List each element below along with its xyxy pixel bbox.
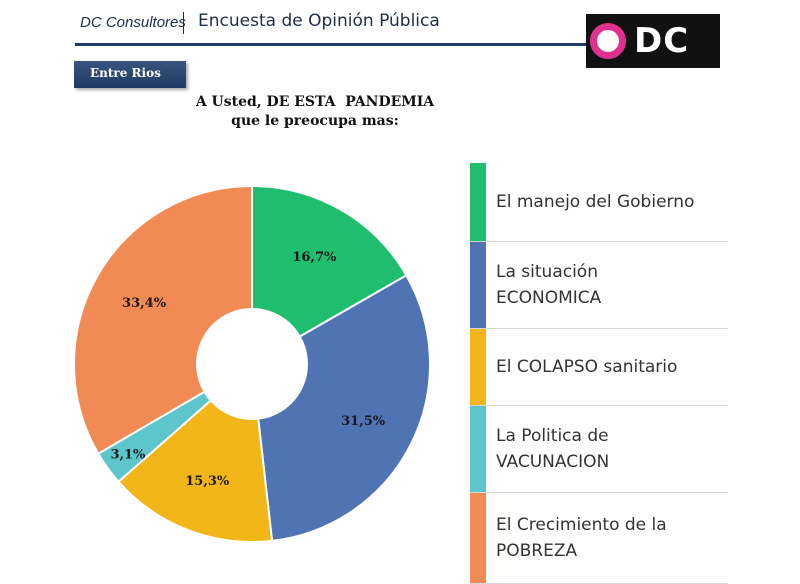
odc-logo: DC: [586, 14, 720, 68]
legend-label: La Politica de VACUNACION: [486, 423, 609, 475]
legend-swatch: [470, 329, 486, 405]
slice-data-label: 16,7%: [292, 250, 337, 265]
legend-label-line: La situación: [496, 262, 598, 282]
legend-label-line: El COLAPSO sanitario: [496, 357, 678, 377]
slice-data-label: 31,5%: [341, 414, 386, 429]
region-tab: Entre Rios: [74, 61, 186, 88]
slice-data-label: 15,3%: [185, 474, 230, 489]
slice-data-label: 33,4%: [122, 296, 167, 311]
slice-data-label: 3,1%: [110, 448, 146, 463]
legend-item: La Politica de VACUNACION: [470, 406, 728, 493]
legend-label-line: La Politica de: [496, 426, 609, 446]
header-rule: [75, 43, 595, 46]
legend-item: La situación ECONOMICA: [470, 242, 728, 329]
question-line-2: que le preocupa mas:: [231, 113, 399, 129]
legend-label-line: El manejo del Gobierno: [496, 192, 695, 212]
donut-slice: [257, 273, 431, 542]
region-label: Entre Rios: [90, 66, 161, 80]
legend-label-line: POBREZA: [496, 541, 578, 561]
legend-swatch: [470, 163, 486, 241]
donut-slice: [251, 184, 408, 338]
legend: El manejo del Gobierno La situación ECONOM…: [470, 163, 728, 584]
legend-swatch: [470, 406, 486, 492]
legend-label: El manejo del Gobierno: [486, 189, 694, 215]
legend-item: El COLAPSO sanitario: [470, 329, 728, 406]
brand-name: DC Consultores: [80, 14, 186, 31]
legend-label: El Crecimiento de la POBREZA: [486, 512, 667, 564]
logo-o-ring: [590, 23, 626, 59]
question-line-1: A Usted, DE ESTA PANDEMIA: [195, 94, 435, 110]
legend-item: El manejo del Gobierno: [470, 163, 728, 242]
legend-label-line: El Crecimiento de la: [496, 515, 667, 535]
legend-swatch: [470, 493, 486, 583]
legend-label: El COLAPSO sanitario: [486, 354, 677, 380]
donut-slice: [117, 398, 274, 543]
question-title: A Usted, DE ESTA PANDEMIA que le preocup…: [150, 93, 480, 131]
legend-swatch: [470, 242, 486, 328]
legend-label-line: VACUNACION: [496, 452, 610, 472]
header-separator: [183, 12, 184, 34]
legend-item: El Crecimiento de la POBREZA: [470, 493, 728, 584]
donut-slice: [73, 184, 253, 456]
legend-label-line: ECONOMICA: [496, 288, 602, 308]
logo-text: DC: [634, 21, 690, 61]
legend-label: La situación ECONOMICA: [486, 259, 601, 311]
header: DC Consultores Encuesta de Opinión Públi…: [0, 0, 800, 60]
survey-title: Encuesta de Opinión Pública: [198, 11, 440, 31]
